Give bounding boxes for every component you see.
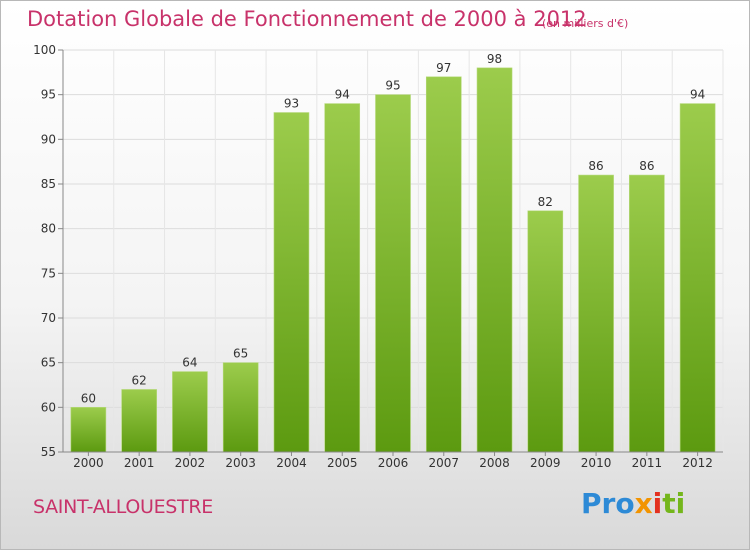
x-tick-label-2002: 2002 xyxy=(175,456,206,470)
bar-2002 xyxy=(172,371,208,453)
logo-part-3: i xyxy=(652,487,663,520)
bar-2010 xyxy=(578,174,614,453)
x-tick-label-2005: 2005 xyxy=(327,456,358,470)
y-tick-label: 85 xyxy=(41,177,56,191)
chart-title: Dotation Globale de Fonctionnement de 20… xyxy=(27,7,587,31)
y-tick-label: 70 xyxy=(41,311,56,325)
x-tick-label-2008: 2008 xyxy=(479,456,510,470)
data-label-2005: 94 xyxy=(335,88,350,102)
data-label-2008: 98 xyxy=(487,52,502,66)
bar-2005 xyxy=(324,103,361,453)
y-tick-label: 75 xyxy=(41,266,56,280)
data-label-2012: 94 xyxy=(690,88,705,102)
chart-unit-note: (en milliers d'€) xyxy=(542,17,629,30)
x-tick-label-2004: 2004 xyxy=(276,456,307,470)
bar-chart: 60 62 64 65 93 94 95 97 98 82 86 86 94 55 60 65 70 75 80 8… xyxy=(33,43,724,470)
x-tick-label-2001: 2001 xyxy=(124,456,155,470)
bar-2003 xyxy=(222,362,259,453)
data-label-2003: 65 xyxy=(233,347,248,361)
x-tick-label-2007: 2007 xyxy=(428,456,459,470)
logo-part-2: x xyxy=(634,487,653,520)
bar-2012 xyxy=(679,103,716,453)
bar-2011 xyxy=(629,174,665,453)
x-tick-label-2000: 2000 xyxy=(73,456,104,470)
data-label-2006: 95 xyxy=(385,79,400,93)
y-tick-label: 65 xyxy=(41,356,56,370)
proxiti-logo: Proxiti xyxy=(581,487,685,520)
data-label-2004: 93 xyxy=(284,97,299,111)
data-label-2000: 60 xyxy=(81,391,96,405)
y-tick-label: 80 xyxy=(41,222,56,236)
bar-2008 xyxy=(476,67,513,453)
logo-part-1: Pro xyxy=(581,487,635,520)
bar-2004 xyxy=(273,112,310,453)
bar-2007 xyxy=(425,76,462,453)
x-tick-label-2009: 2009 xyxy=(530,456,561,470)
data-label-2011: 86 xyxy=(639,159,654,173)
x-tick-label-2012: 2012 xyxy=(682,456,713,470)
bar-2009 xyxy=(527,210,564,453)
y-tick-label: 60 xyxy=(41,400,56,414)
data-label-2007: 97 xyxy=(436,61,451,75)
data-label-2009: 82 xyxy=(538,195,553,209)
data-label-2010: 86 xyxy=(588,159,603,173)
y-tick-label: 100 xyxy=(33,43,56,57)
logo-part-4: ti xyxy=(662,487,686,520)
bar-2000 xyxy=(70,407,107,453)
data-label-2002: 64 xyxy=(182,356,197,370)
x-tick-label-2010: 2010 xyxy=(581,456,612,470)
x-tick-label-2003: 2003 xyxy=(225,456,256,470)
y-tick-label: 95 xyxy=(41,88,56,102)
y-tick-label: 90 xyxy=(41,132,56,146)
y-tick-label: 55 xyxy=(41,445,56,459)
bar-2001 xyxy=(121,389,157,453)
x-tick-label-2006: 2006 xyxy=(378,456,409,470)
commune-name: SAINT-ALLOUESTRE xyxy=(33,496,213,518)
bar-2006 xyxy=(375,94,411,453)
x-tick-label-2011: 2011 xyxy=(632,456,663,470)
data-label-2001: 62 xyxy=(132,373,147,387)
